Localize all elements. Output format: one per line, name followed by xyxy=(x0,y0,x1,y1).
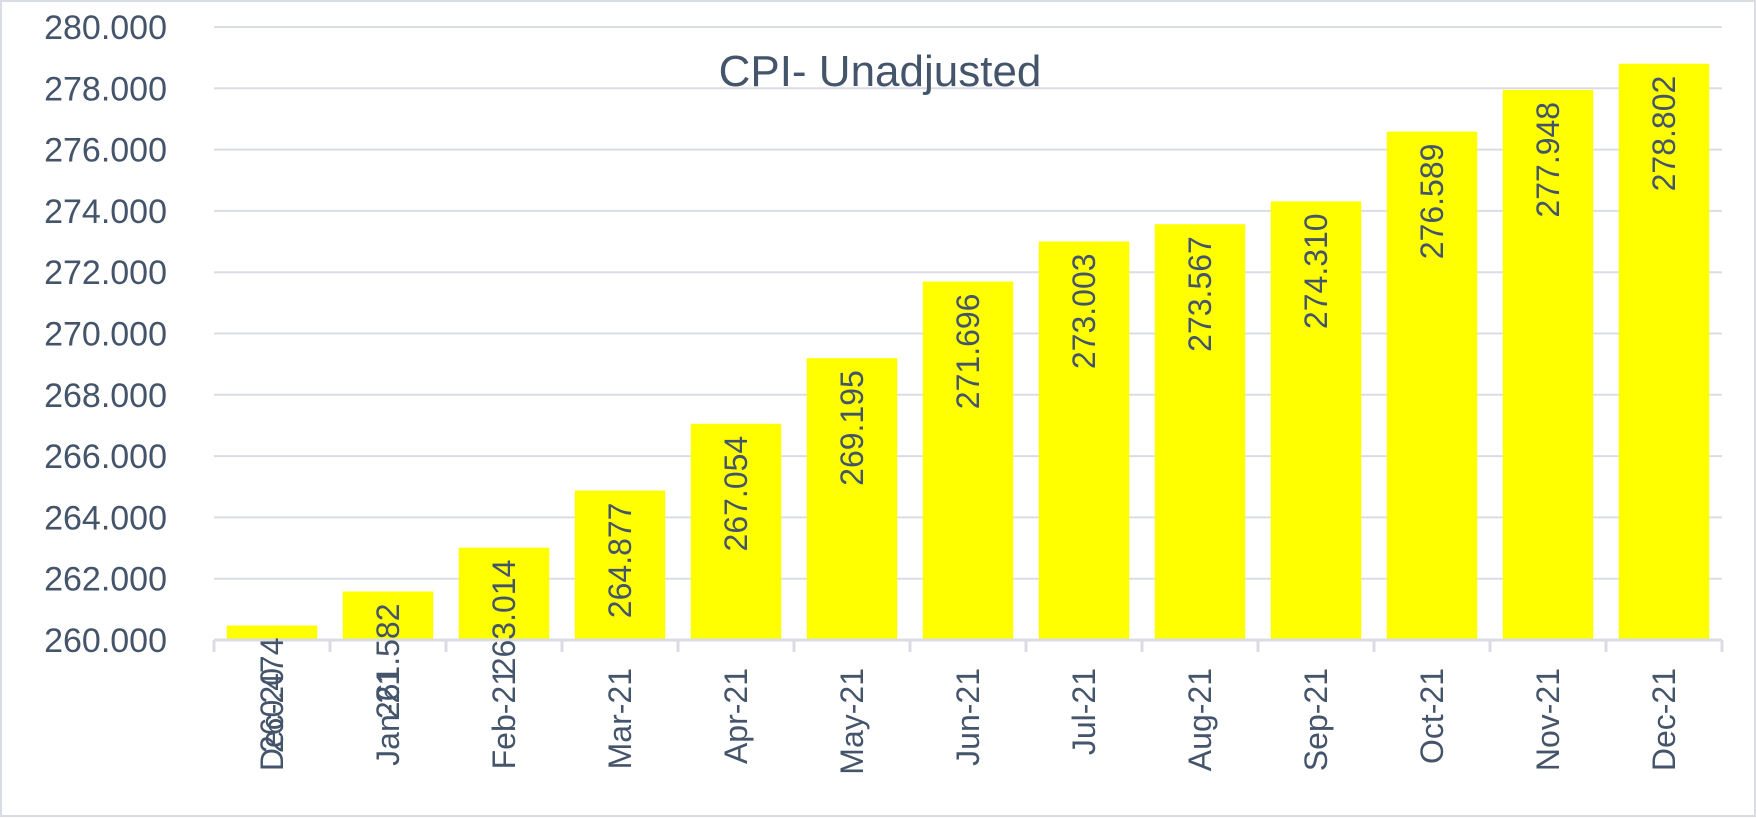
x-tick-label: Jul-21 xyxy=(1066,668,1102,755)
data-label: 276.589 xyxy=(1414,144,1450,260)
bars xyxy=(226,63,1710,641)
x-tick-label: Feb-21 xyxy=(486,668,522,769)
data-label: 260.474 xyxy=(254,637,290,753)
y-axis-tick-labels: 260.000 262.000 264.000 266.000 268.000 270.0… xyxy=(44,9,167,660)
bar xyxy=(1386,131,1478,640)
y-tick-label: 272.000 xyxy=(44,254,167,292)
y-tick-label: 266.000 xyxy=(44,438,167,476)
bar xyxy=(1038,241,1130,640)
data-label: 271.696 xyxy=(950,294,986,410)
bar xyxy=(1618,63,1710,641)
data-labels: 260.474 261.582 263.014 264.877 267.054 269.1… xyxy=(254,76,1682,753)
data-label: 269.195 xyxy=(834,370,870,486)
x-tick-label: Oct-21 xyxy=(1414,668,1450,764)
bar xyxy=(1154,224,1246,640)
bar xyxy=(574,490,666,640)
bar xyxy=(922,281,1014,640)
y-tick-label: 276.000 xyxy=(44,132,167,170)
bar xyxy=(226,625,318,640)
data-label: 261.582 xyxy=(370,604,406,720)
bar xyxy=(1502,89,1594,640)
x-tick-label: Nov-21 xyxy=(1530,668,1566,771)
bar xyxy=(342,591,434,640)
y-tick-label: 262.000 xyxy=(44,561,167,599)
x-tick-label: Dec-20 xyxy=(254,668,290,771)
bar xyxy=(806,358,898,640)
x-tick-label: Apr-21 xyxy=(718,668,754,764)
data-label: 264.877 xyxy=(602,503,638,619)
bar xyxy=(1270,201,1362,640)
x-tick-label: Dec-21 xyxy=(1646,668,1682,771)
chart-title: CPI- Unadjusted xyxy=(719,47,1042,96)
y-tick-label: 264.000 xyxy=(44,499,167,537)
y-tick-label: 270.000 xyxy=(44,316,167,354)
data-label: 273.003 xyxy=(1066,253,1102,369)
y-tick-label: 268.000 xyxy=(44,377,167,415)
x-tick-label: Jan-21 xyxy=(370,668,406,766)
x-tick-label: Mar-21 xyxy=(602,668,638,769)
data-label: 263.014 xyxy=(486,560,522,676)
y-tick-label: 280.000 xyxy=(44,9,167,47)
data-label: 278.802 xyxy=(1646,76,1682,192)
x-tick-label: Aug-21 xyxy=(1182,668,1218,771)
bar xyxy=(458,547,550,640)
data-label: 267.054 xyxy=(718,436,754,552)
x-tick-label: Sep-21 xyxy=(1298,668,1334,771)
data-label: 274.310 xyxy=(1298,213,1334,329)
data-label: 277.948 xyxy=(1530,102,1566,218)
x-tick-label: May-21 xyxy=(834,668,870,775)
y-tick-label: 274.000 xyxy=(44,193,167,231)
x-axis: Dec-20 Jan-21 Feb-21 Mar-21 Apr-21 May-21 Jun-… xyxy=(212,638,1724,775)
y-tick-label: 260.000 xyxy=(44,622,167,660)
y-tick-label: 278.000 xyxy=(44,70,167,108)
bar xyxy=(690,423,782,640)
data-label: 273.567 xyxy=(1182,236,1218,352)
x-tick-label: Jun-21 xyxy=(950,668,986,766)
